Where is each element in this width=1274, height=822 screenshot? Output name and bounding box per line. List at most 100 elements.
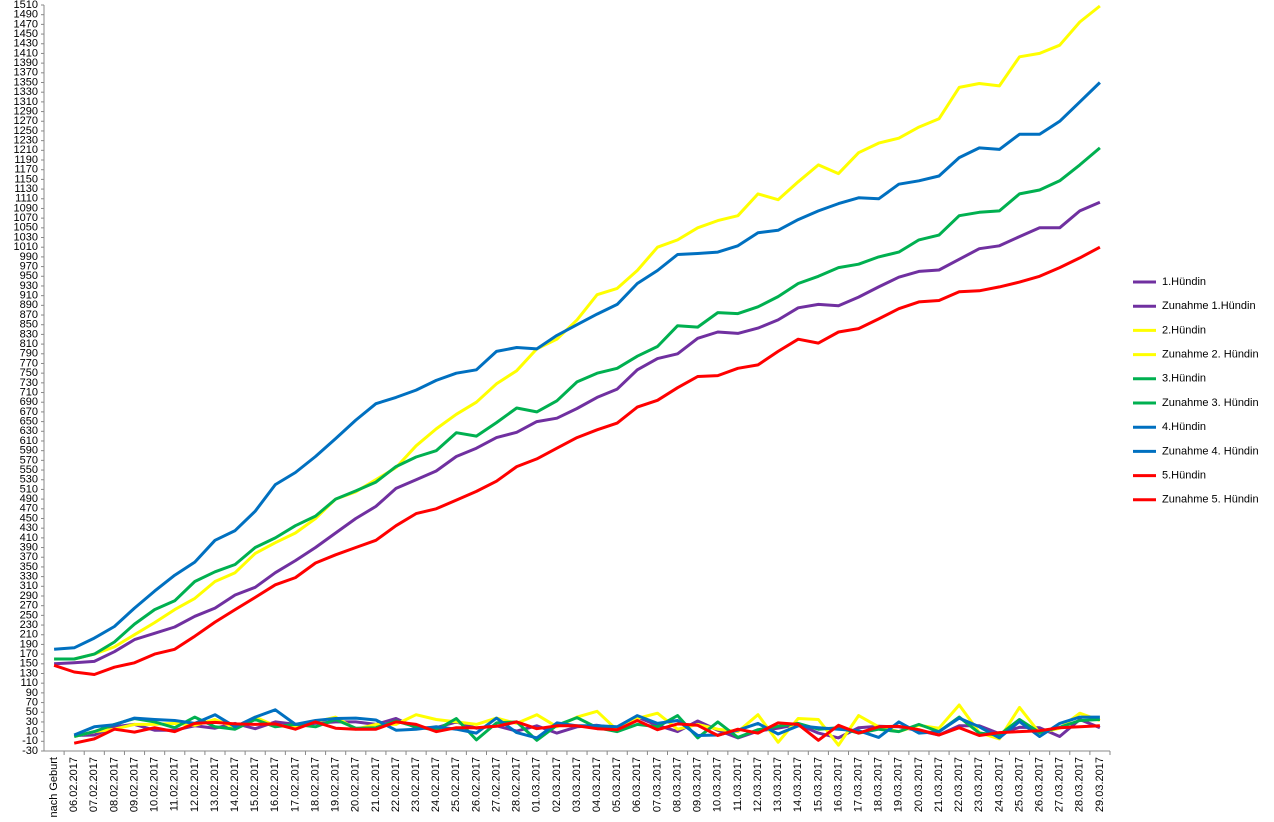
x-tick-label: 12.03.2017: [752, 757, 764, 812]
y-tick-label: 1330: [14, 86, 38, 98]
y-tick-label: 490: [20, 493, 38, 505]
x-tick-label: 26.03.2017: [1034, 757, 1046, 812]
x-tick-label: 24.03.2017: [993, 757, 1005, 812]
y-tick-label: 870: [20, 309, 38, 321]
y-tick-label: 750: [20, 367, 38, 379]
x-tick-label: 17.03.2017: [852, 757, 864, 812]
y-tick-label: 1130: [14, 183, 38, 195]
x-tick-label: 21.02.2017: [370, 757, 382, 812]
x-tick-label: 17.02.2017: [289, 757, 301, 812]
legend-label: Zunahme 1.Hündin: [1162, 300, 1256, 312]
y-tick-label: 1310: [14, 96, 38, 108]
y-tick-label: 1110: [15, 193, 38, 205]
y-tick-label: 1490: [14, 9, 38, 21]
y-tick-label: 970: [20, 260, 38, 272]
x-tick-label: 20.03.2017: [913, 757, 925, 812]
x-tick-label: 12.02.2017: [189, 757, 201, 812]
series-line: [54, 4, 1101, 661]
y-tick-label: 890: [20, 299, 38, 311]
y-tick-label: 270: [20, 600, 38, 612]
y-tick-label: 1010: [14, 241, 38, 253]
x-tick-label: 25.03.2017: [1013, 757, 1025, 812]
y-tick-label: 150: [20, 658, 38, 670]
x-tick-label: 07.03.2017: [651, 757, 663, 812]
legend-label: Zunahme 4. Hündin: [1162, 445, 1259, 457]
x-tick-label: 08.02.2017: [108, 757, 120, 812]
x-tick-label: 29.03.2017: [1094, 757, 1106, 812]
y-tick-label: 1190: [14, 154, 38, 166]
legend-label: 2.Hündin: [1162, 324, 1206, 336]
x-tick-label: 19.02.2017: [330, 757, 342, 812]
y-tick-label: 310: [20, 580, 38, 592]
series-line: [73, 719, 1100, 745]
series-line: [54, 146, 1101, 661]
y-tick-label: 250: [20, 609, 38, 621]
x-tick-label: 15.03.2017: [812, 757, 824, 812]
y-tick-label: 1150: [14, 173, 38, 185]
legend-label: 5.Hündin: [1162, 470, 1206, 482]
y-tick-label: 450: [20, 512, 38, 524]
y-tick-label: 1410: [14, 47, 38, 59]
y-tick-label: 1090: [14, 202, 38, 214]
x-tick-label: 11.03.2017: [732, 757, 744, 811]
y-tick-label: 1210: [14, 144, 38, 156]
y-tick-label: 50: [26, 706, 38, 718]
y-tick-label: 410: [20, 532, 38, 544]
y-tick-label: 690: [20, 396, 38, 408]
y-tick-label: 230: [20, 619, 38, 631]
y-tick-label: 830: [20, 328, 38, 340]
y-tick-label: 1290: [14, 105, 38, 117]
y-tick-label: 30: [26, 716, 38, 728]
legend-label: 4.Hündin: [1162, 421, 1206, 433]
x-tick-label: 13.02.2017: [209, 757, 221, 812]
y-tick-label: 1370: [14, 67, 38, 79]
x-tick-label: 10.03.2017: [712, 757, 724, 812]
x-tick-label: 22.02.2017: [390, 757, 402, 812]
x-tick-label: 03.03.2017: [571, 757, 583, 812]
x-tick-label: 21.03.2017: [933, 757, 945, 812]
y-tick-label: -30: [22, 745, 38, 757]
y-tick-label: 70: [26, 696, 38, 708]
y-tick-label: 1350: [14, 76, 38, 88]
y-tick-label: 550: [20, 464, 38, 476]
y-tick-label: 630: [20, 425, 38, 437]
y-tick-label: -10: [22, 735, 38, 747]
legend-label: Zunahme 2. Hündin: [1162, 349, 1259, 361]
y-tick-label: 910: [20, 290, 38, 302]
series-line: [53, 81, 1101, 651]
y-tick-label: 1250: [14, 125, 38, 137]
x-tick-label: 24.02.2017: [430, 757, 442, 812]
legend-label: Zunahme 5. Hündin: [1162, 494, 1259, 506]
y-tick-label: 570: [20, 454, 38, 466]
x-tick-label: 23.03.2017: [973, 757, 985, 812]
x-tick-label: 18.03.2017: [873, 757, 885, 812]
y-tick-label: 10: [26, 726, 38, 738]
y-tick-label: 610: [20, 435, 38, 447]
y-tick-label: 130: [20, 667, 38, 679]
y-tick-label: 1070: [14, 212, 38, 224]
series-line: [53, 245, 1101, 676]
x-tick-label: nach Geburt: [48, 757, 60, 817]
x-tick-label: 13.03.2017: [772, 757, 784, 812]
x-tick-label: 27.03.2017: [1054, 757, 1066, 812]
x-tick-label: 07.02.2017: [88, 757, 100, 812]
y-tick-label: 710: [20, 386, 38, 398]
y-tick-label: 210: [20, 629, 38, 641]
x-tick-label: 01.03.2017: [531, 757, 543, 812]
x-tick-label: 10.02.2017: [149, 757, 161, 812]
y-tick-label: 1050: [14, 222, 38, 234]
y-tick-label: 790: [20, 348, 38, 360]
x-tick-label: 14.02.2017: [229, 757, 241, 812]
y-tick-label: 1430: [14, 38, 38, 50]
x-tick-label: 15.02.2017: [249, 757, 261, 812]
x-tick-label: 16.02.2017: [269, 757, 281, 812]
x-tick-label: 05.03.2017: [611, 757, 623, 812]
series-line: [54, 200, 1101, 666]
y-tick-label: 190: [20, 638, 38, 650]
x-tick-label: 16.03.2017: [832, 757, 844, 812]
y-tick-label: 470: [20, 503, 38, 515]
y-tick-label: 650: [20, 416, 38, 428]
y-tick-label: 390: [20, 541, 38, 553]
x-tick-label: 09.02.2017: [128, 757, 140, 812]
y-tick-label: 290: [20, 590, 38, 602]
